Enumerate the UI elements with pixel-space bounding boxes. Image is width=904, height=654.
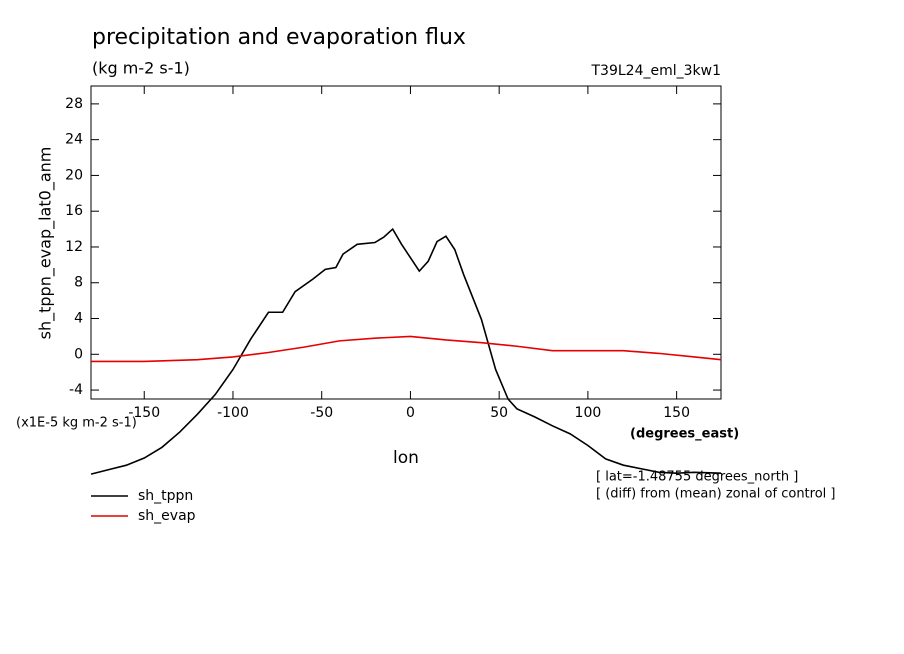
y-tick-label: 12 — [65, 239, 83, 255]
y-tick-label: 4 — [74, 311, 83, 327]
x-tick-label: -150 — [128, 405, 160, 421]
x-axis-label: lon — [393, 448, 419, 468]
y-tick-label: 0 — [74, 346, 83, 362]
y-axis-label: sh_tppn_evap_lat0_anm — [36, 147, 56, 340]
run-label: T39L24_eml_3kw1 — [591, 63, 722, 79]
x-tick-label: 0 — [406, 405, 415, 421]
x-tick-label: -100 — [217, 405, 249, 421]
y-units: (x1E-5 kg m-2 s-1) — [16, 416, 137, 431]
y-tick-label: 24 — [65, 132, 83, 148]
data-line — [91, 335, 722, 363]
legend-label: sh_tppn — [138, 488, 193, 504]
legend-label: sh_evap — [138, 508, 196, 524]
chart-subtitle: (kg m-2 s-1) — [92, 59, 190, 78]
x-tick-label: 150 — [663, 405, 690, 421]
chart-title: precipitation and evaporation flux — [92, 25, 466, 50]
y-tick-label: 28 — [65, 96, 83, 112]
note: [ lat=-1.48755 degrees_north ] — [596, 470, 798, 485]
note: [ (diff) from (mean) zonal of control ] — [596, 487, 835, 502]
y-tick-label: 8 — [74, 275, 83, 291]
data-line — [90, 227, 722, 475]
y-tick-label: 16 — [65, 203, 83, 219]
x-tick-label: -50 — [310, 405, 333, 421]
x-tick-label: 100 — [575, 405, 602, 421]
x-units: (degrees_east) — [630, 427, 739, 442]
plot-frame — [90, 85, 722, 400]
y-tick-label: -4 — [69, 382, 83, 398]
x-tick-label: 50 — [490, 405, 508, 421]
y-tick-label: 20 — [65, 167, 83, 183]
